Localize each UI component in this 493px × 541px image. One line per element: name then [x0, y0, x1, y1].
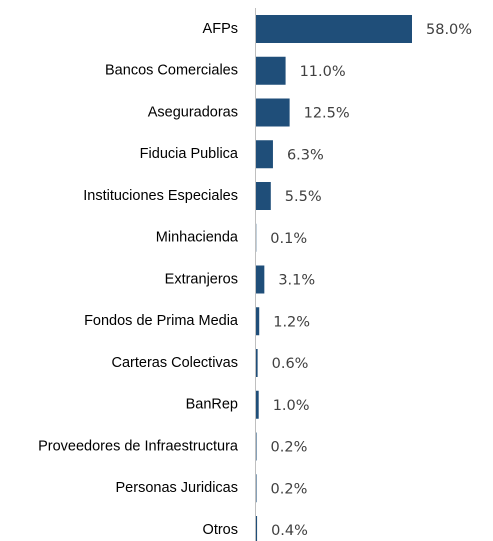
bar — [256, 349, 258, 377]
category-label: Minhacienda — [156, 230, 239, 246]
value-label: 1.0% — [273, 398, 310, 414]
value-label: 11.0% — [300, 64, 346, 80]
category-label: Fiducia Publica — [140, 146, 239, 162]
bar — [256, 15, 412, 43]
value-label: 5.5% — [285, 189, 322, 205]
value-label: 0.4% — [271, 523, 308, 539]
value-label: 3.1% — [278, 273, 315, 289]
bar — [256, 182, 271, 210]
bar — [256, 140, 273, 169]
bar — [256, 265, 265, 294]
category-label: AFPs — [203, 21, 238, 37]
category-label: Bancos Comerciales — [105, 63, 238, 79]
category-label: Proveedores de Infraestructura — [38, 438, 239, 454]
bar — [256, 307, 260, 336]
category-label: Extranjeros — [165, 271, 238, 287]
category-label: Otros — [203, 522, 238, 538]
value-label: 0.6% — [272, 356, 309, 372]
value-label: 1.2% — [273, 314, 310, 330]
bar — [256, 516, 258, 541]
category-label: Aseguradoras — [148, 104, 238, 120]
bar — [256, 56, 286, 85]
value-label: 6.3% — [287, 147, 324, 163]
value-label: 58.0% — [426, 22, 472, 38]
category-label: Personas Juridicas — [116, 480, 239, 496]
value-label: 12.5% — [304, 106, 350, 122]
value-label: 0.2% — [271, 481, 308, 497]
value-label: 0.1% — [270, 231, 307, 247]
category-label: Instituciones Especiales — [83, 188, 238, 204]
bar — [256, 390, 259, 419]
category-label: Carteras Colectivas — [111, 355, 238, 371]
bar — [256, 474, 257, 503]
value-label: 0.2% — [271, 440, 308, 456]
bar — [256, 432, 257, 461]
bar — [256, 98, 290, 127]
category-label: BanRep — [186, 397, 238, 413]
category-label: Fondos de Prima Media — [84, 313, 239, 329]
